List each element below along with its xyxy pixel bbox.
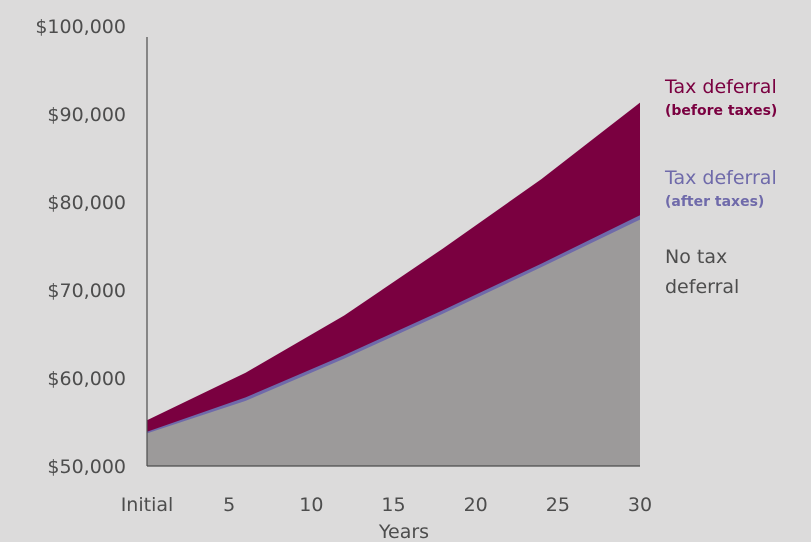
x-tick-label: Initial	[121, 494, 174, 516]
x-tick-label: 5	[223, 494, 235, 516]
legend-after-subtitle: (after taxes)	[665, 194, 764, 210]
x-tick-label: 10	[299, 494, 323, 516]
x-tick-label: 25	[546, 494, 570, 516]
x-tick-label: 30	[628, 494, 652, 516]
legend-none-title: No tax	[665, 246, 727, 268]
y-tick-label: $100,000	[35, 16, 126, 38]
x-axis-title: Years	[378, 521, 429, 542]
legend-before-title: Tax deferral	[664, 76, 777, 98]
axes-group: $50,000 $60,000 $70,000 $80,000 $90,000 $100,…	[35, 16, 652, 542]
legend-group: Tax deferral (before taxes) Tax deferral (a…	[664, 76, 777, 298]
y-tick-label: $70,000	[47, 280, 126, 302]
legend-before-subtitle: (before taxes)	[665, 103, 777, 119]
legend-none-subtitle: deferral	[665, 276, 739, 298]
y-tick-label: $60,000	[47, 368, 126, 390]
area-series-group	[147, 102, 640, 466]
y-tick-label: $90,000	[47, 104, 126, 126]
legend-after-title: Tax deferral	[664, 167, 777, 189]
x-tick-label: 15	[381, 494, 405, 516]
x-tick-label: 20	[464, 494, 488, 516]
y-tick-label: $80,000	[47, 192, 126, 214]
area-none	[147, 219, 640, 466]
y-tick-label: $50,000	[47, 456, 126, 478]
